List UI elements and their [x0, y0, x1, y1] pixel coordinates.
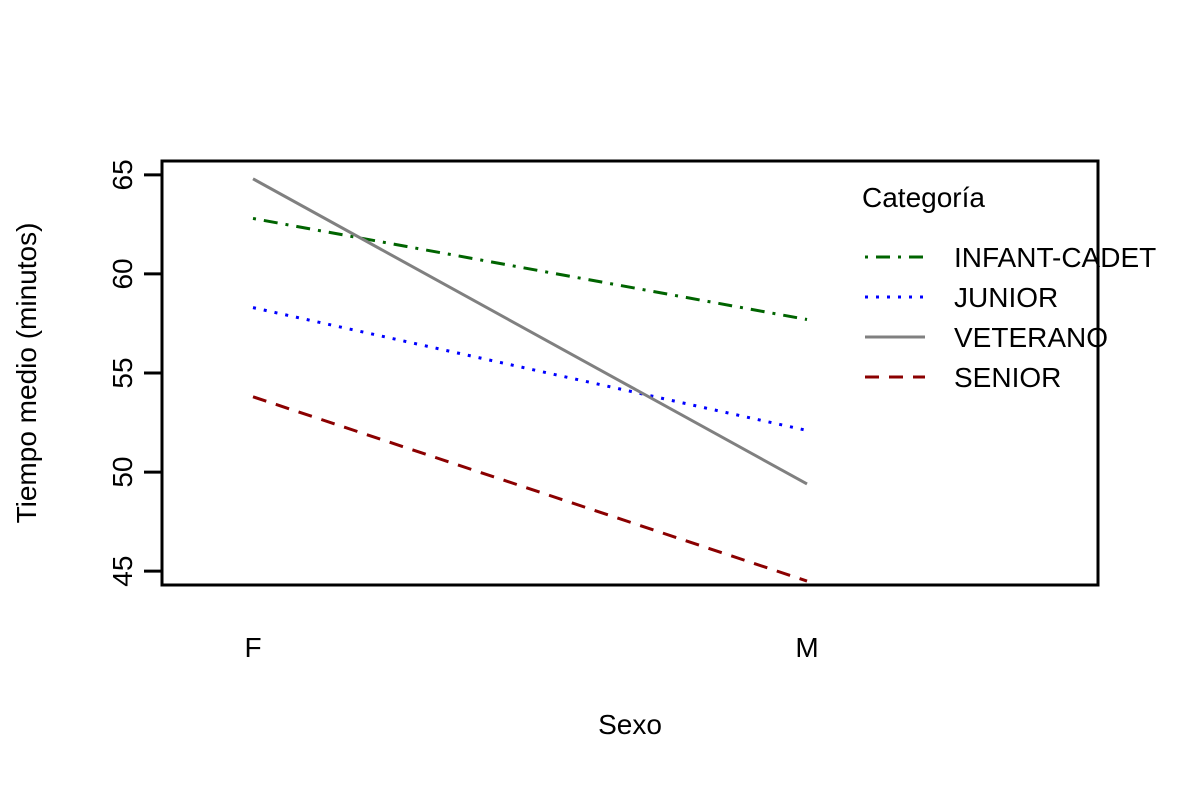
- legend-label: SENIOR: [954, 362, 1061, 393]
- y-tick-label: 55: [107, 357, 138, 388]
- series-line-senior: [252, 395, 808, 583]
- x-axis-title: Sexo: [598, 709, 662, 740]
- x-tick-label: F: [244, 632, 261, 663]
- series-line-junior: [252, 306, 808, 432]
- series-line-veterano: [252, 177, 808, 486]
- series-line-infant-cadet: [252, 216, 808, 321]
- legend: Categoría INFANT-CADET JUNIOR VETERANO SENI…: [862, 182, 1156, 393]
- series-layer: [252, 177, 808, 583]
- y-tick-label: 50: [107, 456, 138, 487]
- legend-label: INFANT-CADET: [954, 242, 1156, 273]
- legend-label: VETERANO: [954, 322, 1108, 353]
- x-tick-label: M: [795, 632, 818, 663]
- y-tick-label: 45: [107, 556, 138, 587]
- y-axis-title: Tiempo medio (minutos): [11, 223, 42, 524]
- legend-label: JUNIOR: [954, 282, 1058, 313]
- y-axis: 45 50 55 60 65: [107, 159, 162, 587]
- y-tick-label: 65: [107, 159, 138, 190]
- y-tick-label: 60: [107, 258, 138, 289]
- legend-title: Categoría: [862, 182, 985, 213]
